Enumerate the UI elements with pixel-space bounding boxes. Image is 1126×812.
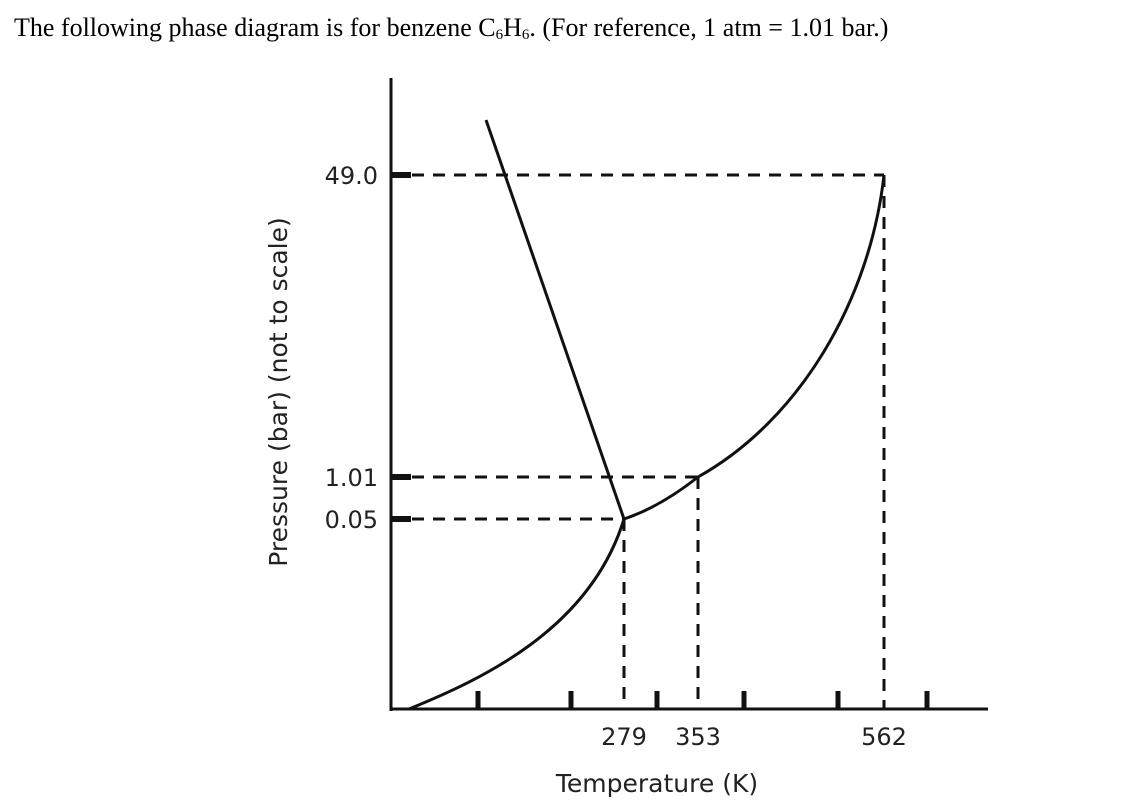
question-text: The following phase diagram is for benze… xyxy=(14,12,888,43)
formula-subscript-carbon: 6 xyxy=(495,27,504,43)
intro-text-start: The following phase diagram is for benze… xyxy=(14,13,496,42)
phase-boundary-curves xyxy=(408,119,886,711)
reference-dashed-lines xyxy=(391,173,886,709)
axis-ticks xyxy=(391,172,930,709)
formula-subscript-hydrogen: 6 xyxy=(521,27,530,43)
x-tick-label-562: 562 xyxy=(861,723,907,751)
formula-hydrogen: H xyxy=(503,13,522,42)
sublimation-curve xyxy=(408,518,626,711)
y-tick-label-0.05: 0.05 xyxy=(325,506,378,534)
x-axis-title: Temperature (K) xyxy=(555,769,758,798)
x-tick-label-279: 279 xyxy=(601,723,647,751)
y-axis-title: Pressure (bar) (not to scale) xyxy=(264,217,293,566)
vaporization-curve xyxy=(623,174,886,521)
melting-curve xyxy=(484,119,626,520)
intro-text-end: . (For reference, 1 atm = 1.01 bar.) xyxy=(529,13,889,42)
y-tick-label-49.0: 49.0 xyxy=(325,162,378,190)
x-tick-label-353: 353 xyxy=(675,723,721,751)
chart-axes xyxy=(389,78,988,711)
tick-labels: 279 353 562 49.0 1.01 0.05 xyxy=(325,162,907,751)
y-tick-label-1.01: 1.01 xyxy=(325,464,378,492)
